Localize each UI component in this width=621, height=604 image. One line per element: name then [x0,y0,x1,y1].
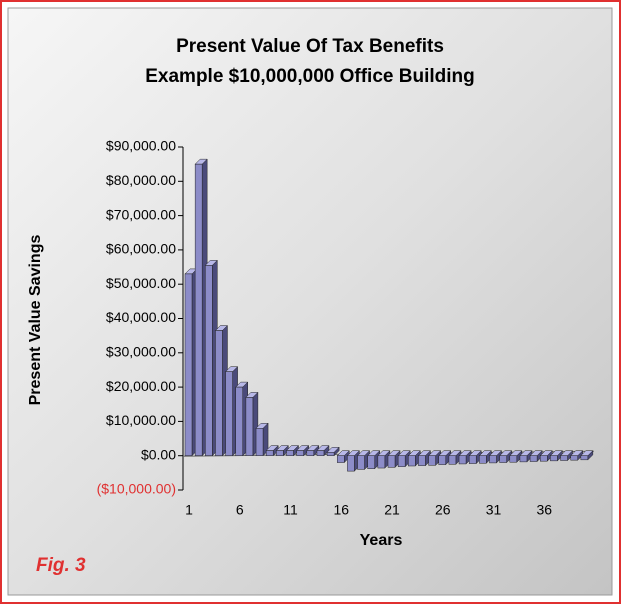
bar [245,397,254,456]
bar [540,455,548,462]
bar [367,455,375,469]
y-tick-label: $20,000.00 [106,378,176,394]
bar [326,452,335,456]
chart-subtitle: Example $10,000,000 Office Building [145,66,474,87]
bar [438,455,446,465]
bar [428,455,436,466]
bar [255,428,264,456]
chart-area [7,7,613,596]
bar [529,455,538,462]
x-tick-label: 31 [486,502,502,518]
bar [418,455,426,466]
bar [235,386,243,456]
bar [215,330,223,456]
x-tick-label: 11 [283,502,298,518]
x-tick-label: 21 [384,502,400,518]
figure-label: Fig. 3 [36,555,86,576]
bar [194,163,203,456]
y-tick-label: $80,000.00 [106,172,176,188]
bar [448,455,457,465]
x-tick-label: 1 [185,502,193,518]
y-tick-label: $50,000.00 [106,275,176,291]
bar [377,455,386,469]
x-tick-label: 6 [236,502,244,518]
x-tick-label: 26 [435,502,451,518]
bar [580,455,589,461]
bar [468,455,477,464]
x-tick-label: 16 [333,502,349,518]
bar [337,455,345,463]
bar [387,455,396,468]
y-tick-label: ($10,000.00) [97,481,176,497]
bar [184,273,193,456]
bar [560,455,568,461]
bar [509,455,518,463]
bar [570,455,578,461]
bar [286,450,294,456]
bar [265,450,274,456]
bar [499,455,507,463]
bar [408,455,416,467]
y-tick-label: $0.00 [141,446,176,462]
bar [276,450,284,456]
bar [489,455,497,464]
bar [205,265,213,456]
bar [306,450,315,456]
y-tick-label: $90,000.00 [106,138,176,154]
x-tick-label: 36 [536,502,552,518]
chart-title: Present Value Of Tax Benefits [176,36,444,57]
bar [296,450,304,456]
y-tick-label: $10,000.00 [106,412,176,428]
bar [458,455,467,465]
y-axis-label: Present Value Savings [27,235,44,406]
y-tick-label: $70,000.00 [106,206,176,222]
bar [397,455,406,467]
y-tick-label: $30,000.00 [106,344,176,360]
bar [225,371,233,456]
y-tick-label: $60,000.00 [106,241,176,257]
bar [357,455,365,470]
x-axis-label: Years [360,532,403,549]
y-tick-label: $40,000.00 [106,309,176,325]
bar [316,450,325,456]
bar [519,455,528,463]
bar [347,455,355,472]
bar [550,455,558,462]
bar [479,455,487,464]
